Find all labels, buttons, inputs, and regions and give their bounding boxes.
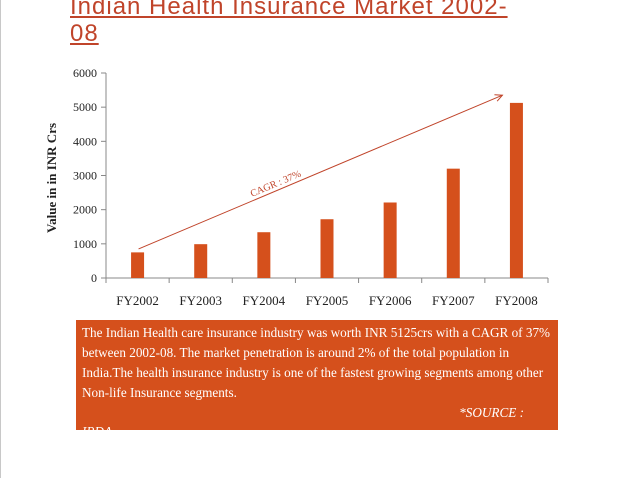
bar-fy2002 [131,252,145,278]
summary-textbox: The Indian Health care insurance industr… [76,320,558,430]
bar-fy2004 [257,232,271,278]
y-tick-label: 6000 [73,66,97,80]
y-tick-label: 4000 [73,134,97,148]
cagr-annotation: CAGR : 37% [249,169,303,200]
x-category-label: FY2007 [432,293,475,308]
x-category-label: FY2005 [306,293,349,308]
x-category-label: FY2002 [116,293,159,308]
bar-fy2003 [194,244,208,278]
x-category-label: FY2006 [369,293,412,308]
y-tick-label: 2000 [73,203,97,217]
y-tick-label: 3000 [73,169,97,183]
source-label: *SOURCE : [459,405,524,420]
slide-title: Indian Health Insurance Market 2002- 08 [70,0,508,47]
x-category-label: FY2004 [243,293,286,308]
cagr-arrow-head [494,94,504,102]
y-tick-label: 0 [91,271,97,285]
slide-left-rule [0,0,1,478]
bar-fy2005 [320,219,334,278]
y-tick-label: 5000 [73,100,97,114]
y-axis-label: Value in in INR Crs [44,123,59,233]
cagr-arrow-line [138,94,503,250]
bar-chart: Value in in INR Crs 0 1000 2000 3000 4000 500… [44,66,549,308]
bar-fy2008 [509,102,523,278]
y-axis-label-group: Value in in INR Crs [44,123,59,233]
x-category-label: FY2008 [495,293,538,308]
x-category-label: FY2003 [179,293,222,308]
summary-text: The Indian Health care insurance industr… [82,325,551,400]
bar-fy2007 [446,168,460,278]
y-tick-label: 1000 [73,237,97,251]
source-org: IRDA [82,422,552,430]
bar-fy2006 [383,202,397,278]
